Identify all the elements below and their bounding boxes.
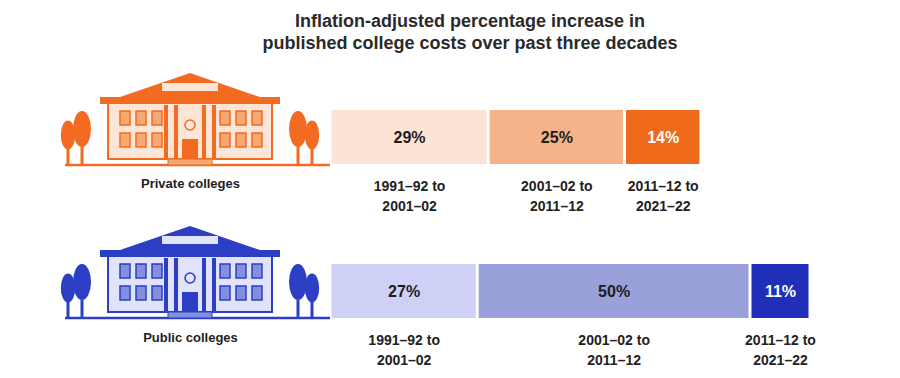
svg-text:2011–12 to2021–22: 2011–12 to2021–22 [628,178,699,214]
html-text:Inflation-adjusted percentage: Inflation-adjusted percentage increase i… [262,11,678,53]
svg-text:11%: 11% [765,283,796,300]
svg-text:Private colleges: Private colleges [141,176,240,191]
svg-text:2011–12 to2021–22: 2011–12 to2021–22 [745,332,816,368]
svg-text:29%: 29% [394,129,426,146]
svg-text:25%: 25% [541,129,573,146]
svg-text:1991–92 to2001–02: 1991–92 to2001–02 [374,178,446,214]
svg-text:1991–92 to2001–02: 1991–92 to2001–02 [368,332,440,368]
svg-text:14%: 14% [647,129,679,146]
svg-text:50%: 50% [598,283,630,300]
svg-text:Public colleges: Public colleges [143,330,238,345]
svg-text:2001–02 to2011–12: 2001–02 to2011–12 [521,178,593,214]
svg-text:2001–02 to2011–12: 2001–02 to2011–12 [578,332,650,368]
svg-text:27%: 27% [388,283,420,300]
